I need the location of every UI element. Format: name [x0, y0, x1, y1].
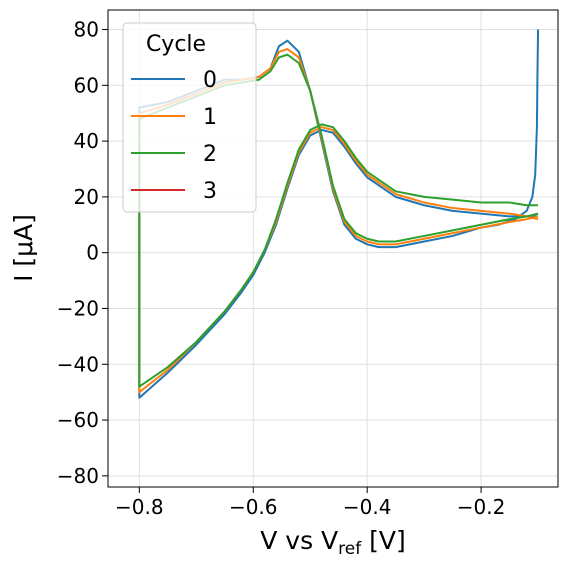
y-tick-label: 80 — [74, 18, 99, 42]
legend-box — [122, 22, 257, 213]
legend-label: 0 — [203, 68, 217, 93]
y-tick-label: 20 — [74, 185, 99, 209]
legend-label: 3 — [203, 179, 217, 204]
x-tick-label: −0.6 — [229, 495, 278, 519]
y-tick-label: −20 — [57, 296, 99, 320]
y-axis-label: I [μA] — [9, 214, 38, 282]
x-tick-label: −0.2 — [457, 495, 506, 519]
x-tick-label: −0.4 — [343, 495, 392, 519]
x-tick-label: −0.8 — [115, 495, 164, 519]
y-tick-label: −80 — [57, 464, 99, 488]
legend-label: 1 — [203, 105, 217, 130]
y-tick-label: 0 — [86, 241, 99, 265]
legend-title: Cycle — [146, 32, 206, 57]
y-tick-label: −60 — [57, 408, 99, 432]
legend: Cycle 0 1 2 3 — [122, 22, 257, 213]
legend-label: 2 — [203, 142, 217, 167]
y-tick-label: −40 — [57, 352, 99, 376]
x-axis-label: V vs Vref [V] — [260, 526, 406, 559]
y-tick-label: 60 — [74, 73, 99, 97]
plot-area-frame — [107, 9, 559, 488]
legend-entries: 0 1 2 3 — [131, 68, 217, 204]
y-tick-label: 40 — [74, 129, 99, 153]
